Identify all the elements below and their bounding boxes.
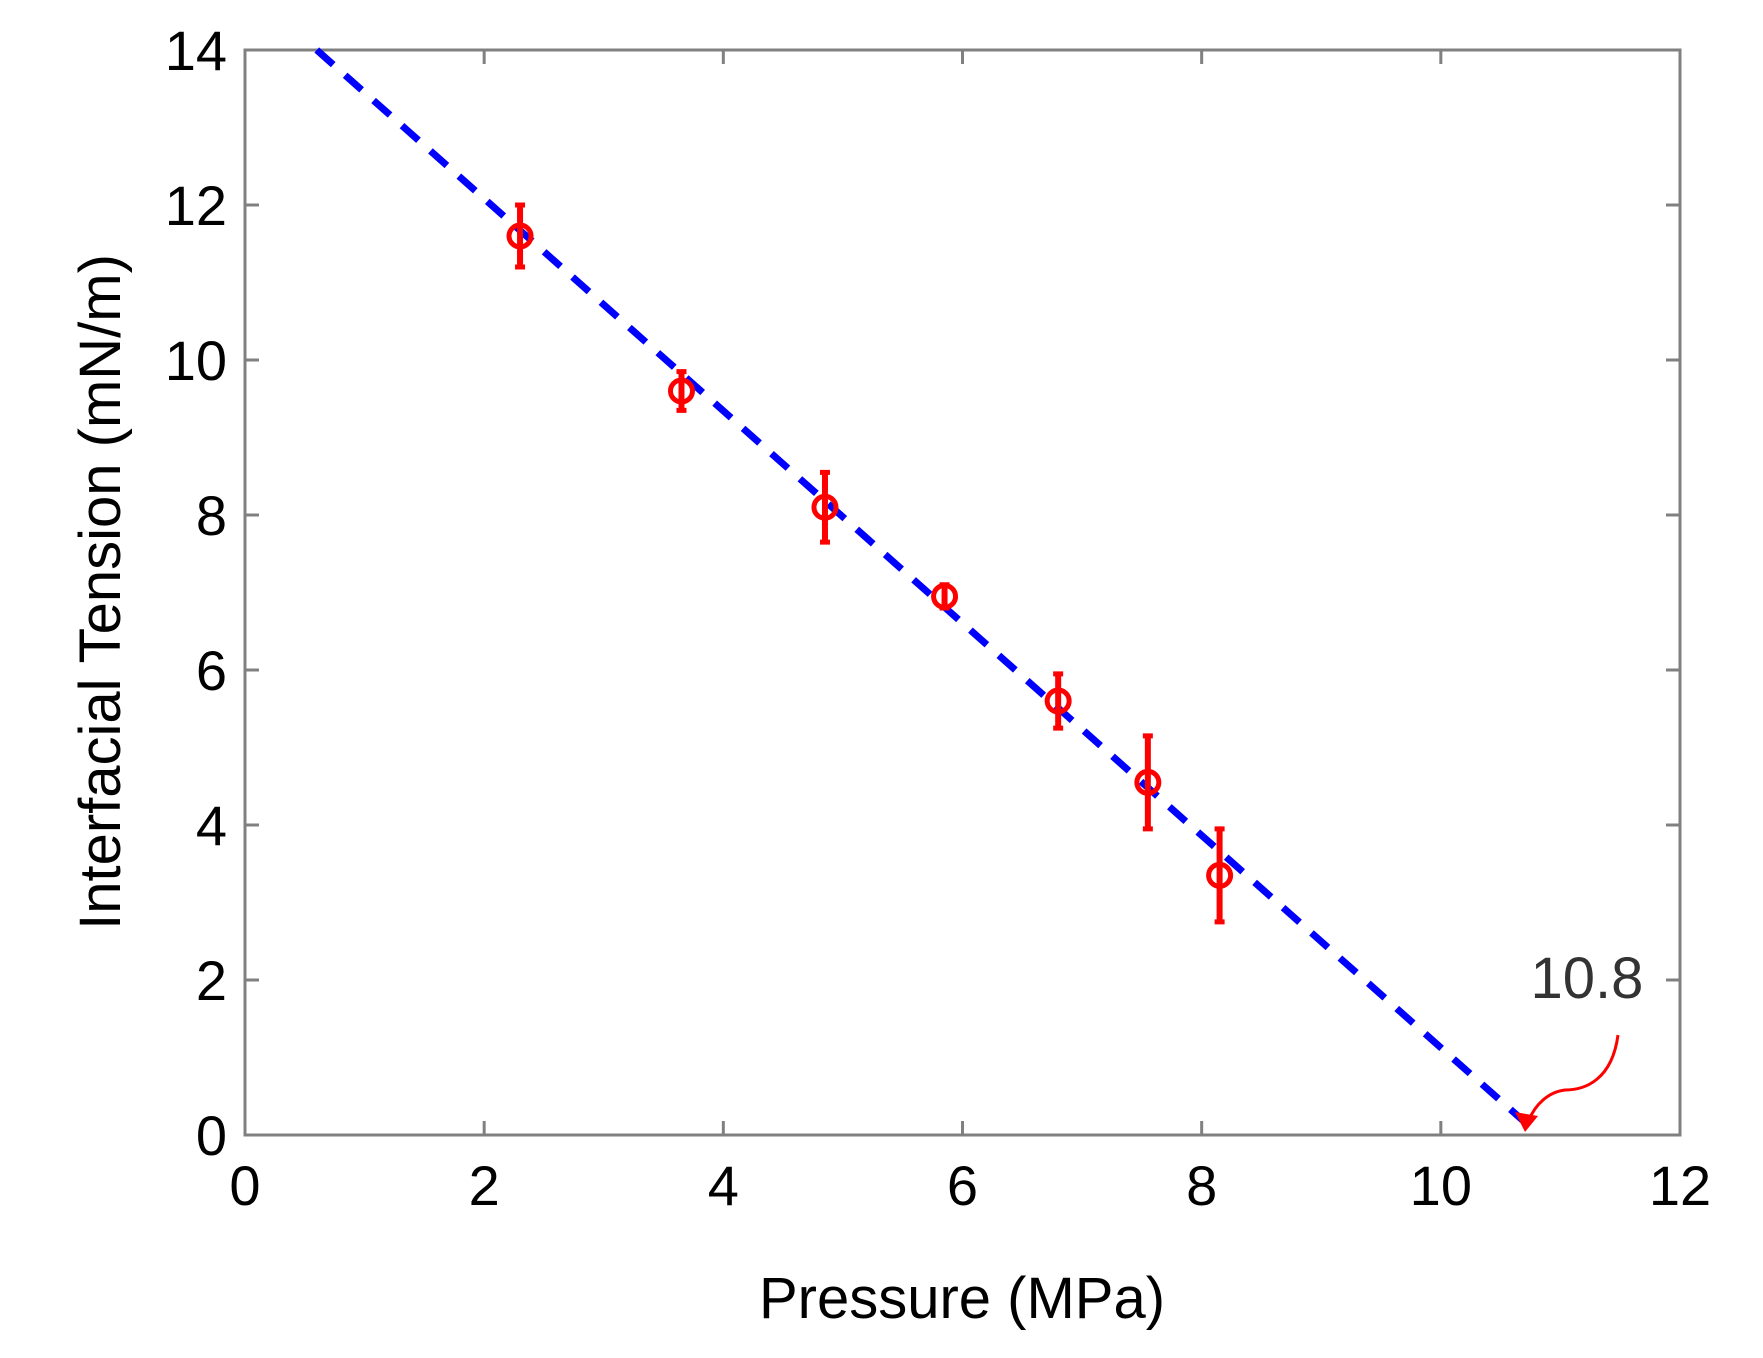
y-tick-label: 12 [165, 174, 227, 237]
data-point [931, 582, 959, 610]
data-point [811, 493, 839, 521]
y-tick-labels: 0 2 4 6 8 10 12 14 [165, 19, 227, 1167]
x-tick-label: 4 [708, 1154, 739, 1217]
plot-frame [243, 48, 1682, 1137]
y-axis-title: Interfacial Tension (mN/m) [68, 254, 133, 930]
y-tick-label: 0 [196, 1104, 227, 1167]
data-points [506, 202, 1234, 925]
ticks [243, 48, 1682, 1137]
x-tick-label: 2 [469, 1154, 500, 1217]
data-point [667, 377, 695, 405]
annotation-arrow [1527, 1034, 1620, 1121]
annotation-arrowhead [1515, 1112, 1538, 1132]
y-tick-label: 14 [165, 19, 227, 82]
data-point [1206, 861, 1234, 889]
y-tick-label: 2 [196, 949, 227, 1012]
x-tick-label: 12 [1649, 1154, 1711, 1217]
data-point [506, 222, 534, 250]
y-tick-label: 6 [196, 639, 227, 702]
x-tick-label: 0 [229, 1154, 260, 1217]
y-tick-label: 8 [196, 484, 227, 547]
y-tick-label: 4 [196, 794, 227, 857]
x-tick-label: 8 [1186, 1154, 1217, 1217]
y-tick-label: 10 [165, 329, 227, 392]
annotation-label: 10.8 [1531, 946, 1644, 1011]
x-axis-title: Pressure (MPa) [759, 1266, 1165, 1331]
data-point [1044, 687, 1072, 715]
data-point [1134, 768, 1162, 796]
fit-line [314, 47, 1533, 1130]
x-tick-label: 6 [947, 1154, 978, 1217]
x-tick-label: 10 [1410, 1154, 1472, 1217]
x-tick-labels: 0 2 4 6 8 10 12 [229, 1154, 1711, 1217]
